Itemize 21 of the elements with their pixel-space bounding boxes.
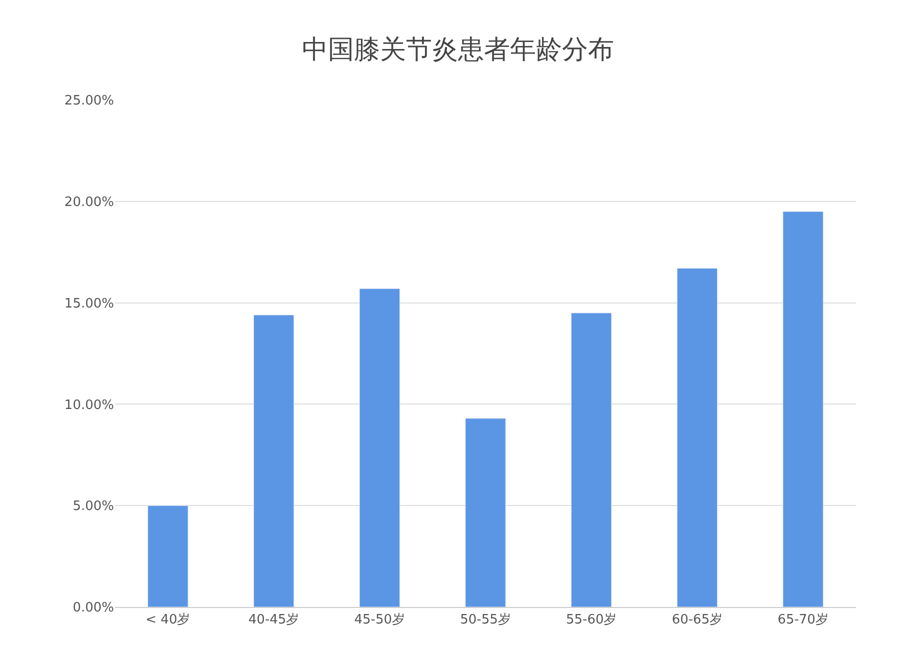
bar — [148, 505, 188, 607]
bar — [253, 314, 294, 607]
bar — [676, 268, 718, 607]
bar — [359, 288, 400, 607]
x-tick-label: 65-70岁 — [778, 612, 828, 628]
y-tick-label: 5.00% — [72, 499, 114, 514]
bar — [782, 211, 824, 607]
x-tick-label: 45-50岁 — [354, 612, 406, 628]
x-tick-label: 60-65岁 — [672, 612, 723, 628]
bar — [465, 418, 506, 607]
y-tick-label: 15.00% — [64, 296, 114, 312]
chart-title: 中国膝关节炎患者年龄分布 — [302, 35, 614, 66]
y-tick-label: 25.00% — [64, 94, 114, 109]
x-tick-label: 50-55岁 — [460, 612, 511, 628]
y-tick-label: 0.00% — [72, 600, 114, 616]
y-tick-label: 10.00% — [64, 398, 114, 413]
bar — [570, 312, 612, 607]
x-tick-label: 40-45岁 — [248, 612, 300, 628]
y-tick-label: 20.00% — [64, 194, 114, 210]
x-tick-label: 55-60岁 — [566, 612, 617, 628]
x-tick-label: < 40岁 — [146, 612, 190, 628]
